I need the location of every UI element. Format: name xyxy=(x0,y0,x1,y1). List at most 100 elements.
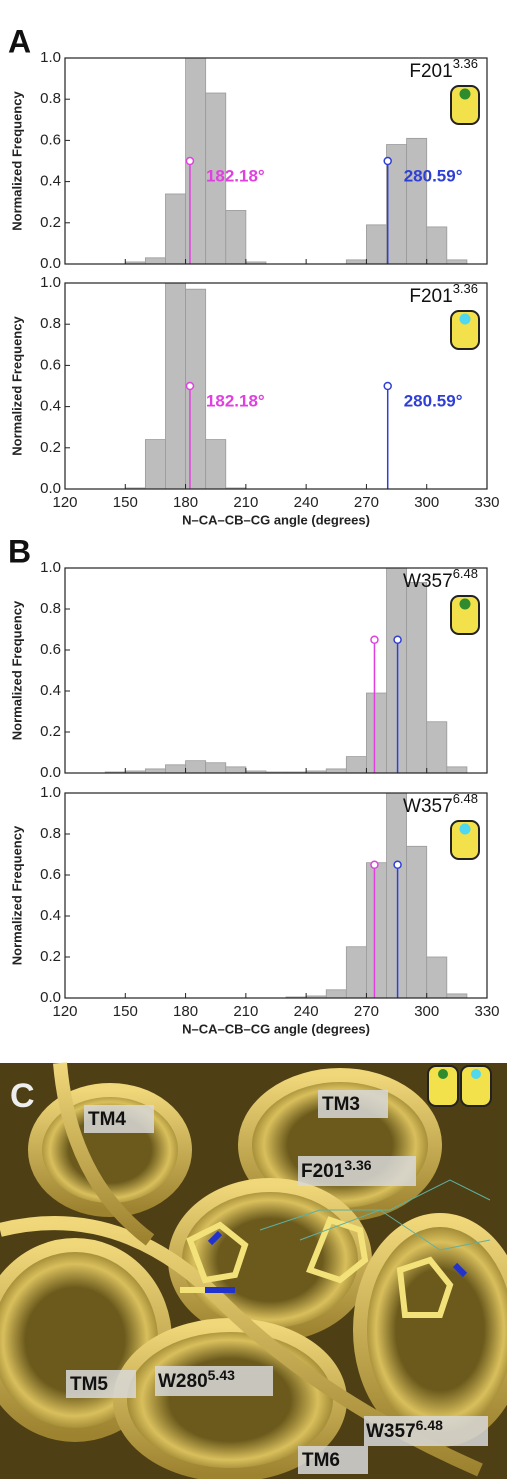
label-box xyxy=(84,1105,154,1133)
marker-point xyxy=(393,635,402,644)
y-tick-label: 0.6 xyxy=(40,866,61,883)
bar xyxy=(406,845,428,999)
bar xyxy=(406,137,428,265)
title-sup: 3.36 xyxy=(453,56,478,71)
y-tick-label: 0.2 xyxy=(40,948,61,965)
state-icon-dot xyxy=(459,88,471,100)
state-icon-dot xyxy=(438,1069,448,1079)
helix-label: TM4 xyxy=(88,1109,126,1130)
label-box xyxy=(298,1156,416,1186)
residue-sup: 5.43 xyxy=(208,1367,235,1383)
bar xyxy=(165,282,186,490)
x-axis-label: N–CA–CB–CG angle (degrees) xyxy=(182,1021,370,1036)
bar xyxy=(144,768,166,774)
ligand xyxy=(259,1179,491,1251)
x-tick-label: 210 xyxy=(233,1003,258,1020)
bar xyxy=(205,439,227,490)
bar xyxy=(426,721,448,774)
y-tick-label: 0.4 xyxy=(40,682,61,699)
x-tick-label: 300 xyxy=(414,1003,439,1020)
helix-label: TM5 xyxy=(70,1374,108,1395)
marker-label: 182.18° xyxy=(206,391,265,410)
plot-frame xyxy=(64,792,488,999)
bar xyxy=(345,946,367,999)
y-tick-label: 0.4 xyxy=(40,907,61,924)
state-icon xyxy=(450,820,480,860)
title-sup: 6.48 xyxy=(453,566,478,581)
title-name: F201 xyxy=(409,286,452,307)
plot-frame xyxy=(64,567,488,774)
title-sup: 3.36 xyxy=(453,281,478,296)
bar xyxy=(386,792,408,999)
marker-point xyxy=(393,860,402,869)
title-name: F201 xyxy=(409,61,452,82)
residue-sup: 3.36 xyxy=(344,1157,371,1173)
label-box xyxy=(298,1446,368,1474)
x-axis-label: N–CA–CB–CG angle (degrees) xyxy=(182,512,370,527)
state-icon-dot xyxy=(459,313,471,325)
y-tick-label: 0.0 xyxy=(40,480,61,497)
y-tick-label: 0.8 xyxy=(40,90,61,107)
bar xyxy=(144,257,166,265)
state-icon xyxy=(450,85,480,125)
bar xyxy=(225,766,247,774)
x-tick-label: 120 xyxy=(52,1003,77,1020)
y-axis-label: Normalized Frequency xyxy=(9,316,24,456)
structure-panel: C TM4 TM3 TM5 TM6 F2013.36 W2805.43 W357… xyxy=(0,1062,507,1479)
x-tick-label: 150 xyxy=(113,494,138,511)
residue-label: W3576.48 xyxy=(366,1417,443,1442)
y-tick-label: 0.2 xyxy=(40,214,61,231)
y-tick-label: 0.6 xyxy=(40,641,61,658)
title-name: W357 xyxy=(403,796,453,817)
marker-label: 182.18° xyxy=(206,166,265,185)
y-tick-label: 0.8 xyxy=(40,600,61,617)
bar xyxy=(386,567,408,774)
label-box xyxy=(318,1090,388,1118)
panel-label: C xyxy=(10,1077,35,1115)
state-icon xyxy=(427,1065,459,1107)
bar xyxy=(366,692,387,774)
title-sup: 6.48 xyxy=(453,791,478,806)
panel-title: W3576.48 xyxy=(403,566,478,592)
state-icon xyxy=(450,595,480,635)
y-tick-label: 0.0 xyxy=(40,255,61,272)
plot-frame xyxy=(64,57,488,265)
bar xyxy=(185,760,207,774)
y-tick-label: 1.0 xyxy=(40,559,61,576)
label-box xyxy=(66,1370,136,1398)
x-tick-label: 150 xyxy=(113,1003,138,1020)
y-tick-label: 0.4 xyxy=(40,173,61,190)
x-tick-label: 180 xyxy=(173,494,198,511)
bar xyxy=(426,956,448,999)
x-tick-label: 180 xyxy=(173,1003,198,1020)
marker-point xyxy=(370,635,379,644)
bar xyxy=(426,226,448,265)
bar xyxy=(325,768,347,774)
marker-label: 280.59° xyxy=(404,166,463,185)
bar xyxy=(165,764,186,774)
marker-point xyxy=(370,860,379,869)
y-tick-label: 0.6 xyxy=(40,356,61,373)
bar xyxy=(144,439,166,490)
y-axis-label: Normalized Frequency xyxy=(9,600,24,740)
bar xyxy=(446,766,468,774)
y-axis-label: Normalized Frequency xyxy=(9,825,24,965)
x-tick-label: 240 xyxy=(294,1003,319,1020)
x-tick-label: 210 xyxy=(233,494,258,511)
nitrogen xyxy=(205,1230,468,1293)
bar xyxy=(345,259,367,265)
bar xyxy=(366,862,387,999)
bar xyxy=(225,210,247,265)
panel-label: A xyxy=(8,23,31,59)
title-name: W357 xyxy=(403,571,453,592)
residue-name: W280 xyxy=(158,1371,208,1392)
residue-sup: 6.48 xyxy=(416,1417,443,1433)
marker-label: 280.59° xyxy=(404,391,463,410)
y-tick-label: 0.2 xyxy=(40,439,61,456)
bar xyxy=(406,581,428,774)
state-icon xyxy=(460,1065,492,1107)
y-tick-label: 0.8 xyxy=(40,315,61,332)
panel-title: F2013.36 xyxy=(409,56,478,82)
state-icon-dot xyxy=(471,1069,481,1079)
